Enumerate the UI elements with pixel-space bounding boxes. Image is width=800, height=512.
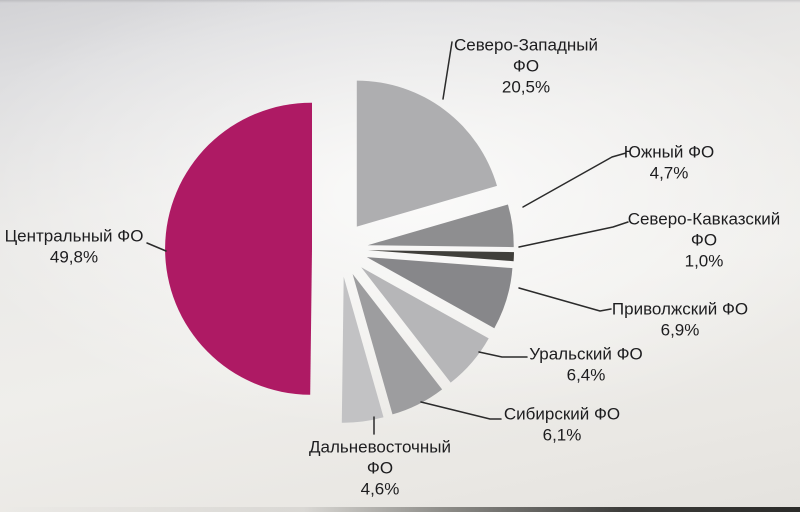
leader-line-sibirsky (420, 401, 502, 420)
pie-slice-severo-zapadny (356, 80, 497, 227)
slice-label-severo-zapadny-line2: ФО (513, 57, 539, 76)
slice-label-uralsky-line2: 6,4% (567, 366, 606, 385)
slice-label-yuzhny-line1: Южный ФО (624, 143, 715, 162)
slice-label-centralny-line1: Центральный ФО (5, 227, 144, 246)
slice-label-severo-kavkazsky-line3: 1,0% (685, 252, 724, 271)
pie-slice-privolzhsky (366, 257, 513, 329)
slice-label-yuzhny-line2: 4,7% (650, 164, 689, 183)
pie-slice-yuzhny (367, 204, 514, 248)
pie-slice-sibirsky (352, 274, 443, 415)
slice-label-dalnevostochny-line1: Дальневосточный (309, 438, 451, 457)
slice-label-severo-kavkazsky-line2: ФО (691, 231, 717, 250)
slice-label-uralsky-line1: Уральский ФО (529, 345, 643, 364)
leader-line-privolzhsky (518, 287, 612, 312)
pie-slice-centralny (165, 102, 312, 395)
leader-line-severo-kavkazsky (518, 221, 629, 248)
slice-label-privolzhsky-line2: 6,9% (661, 321, 700, 340)
leader-line-yuzhny (522, 152, 627, 208)
slice-label-severo-zapadny-line1: Северо-Западный (454, 36, 598, 55)
pie-slice-uralsky (361, 267, 489, 383)
pie-slice-severo-kavkazsky (368, 250, 514, 262)
slice-label-severo-zapadny-line3: 20,5% (502, 78, 550, 97)
slice-label-sibirsky-line1: Сибирский ФО (504, 405, 620, 424)
slice-label-dalnevostochny-line3: 4,6% (361, 480, 400, 499)
slice-label-centralny-line2: 49,8% (50, 248, 98, 267)
slice-label-severo-kavkazsky-line1: Северо-Кавказский (628, 210, 781, 229)
leader-line-centralny (146, 242, 167, 252)
slice-label-dalnevostochny-line2: ФО (367, 459, 393, 478)
pie-slice-dalnevostochny (341, 276, 384, 423)
slice-label-privolzhsky-line1: Приволжский ФО (612, 300, 748, 319)
leader-line-uralsky (478, 351, 528, 358)
leader-line-severo-zapadny (442, 41, 453, 100)
slice-label-sibirsky-line2: 6,1% (543, 426, 582, 445)
